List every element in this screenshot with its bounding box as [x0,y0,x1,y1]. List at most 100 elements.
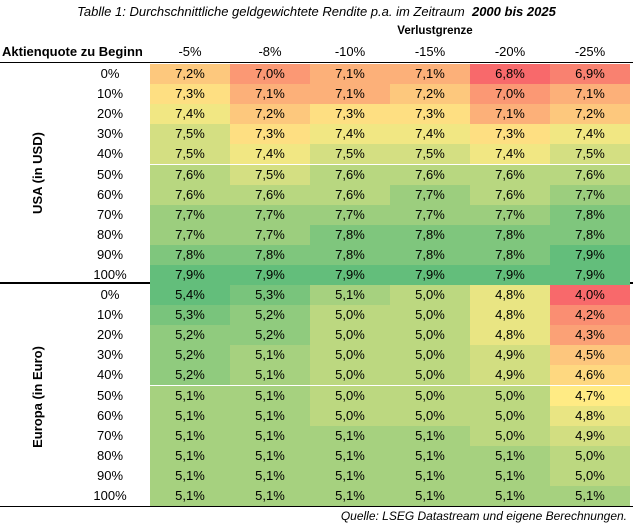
column-header: -10% [334,44,366,59]
return-cell: 5,0% [550,465,630,486]
equity-share-label: 80% [96,447,124,463]
return-cell: 7,9% [550,265,630,285]
equity-share-label: 10% [96,307,124,323]
return-cell: 5,1% [150,425,230,446]
return-cell: 4,8% [550,405,630,426]
equity-share-label: 10% [96,86,124,102]
table-row: 0% 7,2% 7,0% 7,1% 7,1% 6,8% 6,9% [0,64,633,84]
return-cell: 7,5% [230,164,310,185]
return-cell: 7,5% [390,144,470,165]
return-cell: 5,1% [310,445,390,466]
return-cell: 7,7% [150,224,230,245]
return-cell: 4,6% [550,365,630,386]
table-row: 100% 7,9% 7,9% 7,9% 7,9% 7,9% 7,9% [0,265,633,285]
return-cell: 7,3% [470,124,550,145]
table-row: 90% 7,8% 7,8% 7,8% 7,8% 7,8% 7,9% [0,244,633,265]
column-header: -15% [414,44,446,59]
return-cell: 7,6% [470,184,550,205]
return-cell: 5,1% [230,465,310,486]
table-row: 30% 5,2% 5,1% 5,0% 5,0% 4,9% 4,5% [0,345,633,366]
return-cell: 7,8% [230,244,310,265]
return-cell: 5,0% [390,365,470,386]
return-cell: 7,5% [550,144,630,165]
title-period: 2000 bis 2025 [471,4,556,19]
return-cell: 5,3% [150,305,230,326]
return-cell: 7,4% [390,124,470,145]
table-row: 80% 7,7% 7,7% 7,8% 7,8% 7,8% 7,8% [0,224,633,245]
return-cell: 5,1% [470,486,550,506]
return-cell: 7,4% [310,124,390,145]
return-cell: 5,1% [550,486,630,506]
column-header: -5% [178,44,202,59]
return-cell: 5,2% [150,345,230,366]
return-cell: 7,8% [390,224,470,245]
table-row: 40% 7,5% 7,4% 7,5% 7,5% 7,4% 7,5% [0,144,633,165]
return-cell: 4,9% [470,345,550,366]
return-cell: 5,1% [310,465,390,486]
return-cell: 5,1% [150,486,230,506]
return-cell: 5,1% [230,365,310,386]
return-cell: 7,4% [150,104,230,125]
return-cell: 7,1% [230,84,310,105]
return-cell: 5,1% [150,465,230,486]
return-cell: 5,1% [390,425,470,446]
return-cell: 5,1% [150,385,230,406]
header-rule [0,62,633,63]
return-cell: 7,6% [310,184,390,205]
return-cell: 7,9% [550,244,630,265]
equity-share-label: 90% [96,467,124,483]
table-row: 0% 5,4% 5,3% 5,1% 5,0% 4,8% 4,0% [0,285,633,305]
table-row: 100% 5,1% 5,1% 5,1% 5,1% 5,1% 5,1% [0,486,633,506]
return-cell: 7,7% [390,184,470,205]
return-cell: 4,2% [550,305,630,326]
return-cell: 7,0% [470,84,550,105]
return-cell: 7,6% [150,184,230,205]
return-cell: 4,8% [470,285,550,305]
equity-share-label: 20% [96,327,124,343]
return-cell: 5,0% [470,385,550,406]
return-cell: 7,1% [310,84,390,105]
return-cell: 5,1% [230,385,310,406]
equity-share-label: 100% [93,267,127,282]
return-cell: 7,4% [550,124,630,145]
return-cell: 7,2% [230,104,310,125]
return-cell: 7,2% [550,104,630,125]
return-cell: 7,8% [390,244,470,265]
equity-share-label: 90% [96,246,124,262]
return-cell: 5,0% [310,325,390,346]
return-cell: 4,8% [470,305,550,326]
return-cell: 5,0% [310,385,390,406]
return-cell: 5,4% [150,285,230,305]
return-cell: 5,1% [150,405,230,426]
column-header: -8% [258,44,282,59]
equity-share-label: 80% [96,226,124,242]
return-cell: 5,0% [390,405,470,426]
return-cell: 7,7% [230,204,310,225]
equity-share-label: 50% [96,387,124,403]
return-cell: 7,1% [390,64,470,84]
equity-share-label: 0% [100,66,120,81]
return-cell: 7,6% [470,164,550,185]
return-cell: 7,9% [150,265,230,285]
return-cell: 6,9% [550,64,630,84]
column-header: -20% [494,44,526,59]
return-cell: 5,1% [230,445,310,466]
footer-rule [0,506,633,507]
return-cell: 5,0% [470,425,550,446]
return-cell: 7,6% [390,164,470,185]
equity-share-label: 20% [96,106,124,122]
return-cell: 5,1% [470,465,550,486]
return-cell: 7,8% [550,204,630,225]
return-cell: 5,1% [230,405,310,426]
return-cell: 7,8% [470,224,550,245]
source-note: Quelle: LSEG Datastream und eigene Berec… [340,509,627,523]
return-cell: 7,7% [310,204,390,225]
return-cell: 7,1% [470,104,550,125]
return-cell: 7,8% [150,244,230,265]
return-cell: 7,6% [230,184,310,205]
table-row: 50% 7,6% 7,5% 7,6% 7,6% 7,6% 7,6% [0,164,633,185]
return-cell: 7,0% [230,64,310,84]
row-header-label: Aktienquote zu Beginn [2,44,143,59]
return-cell: 5,1% [310,486,390,506]
